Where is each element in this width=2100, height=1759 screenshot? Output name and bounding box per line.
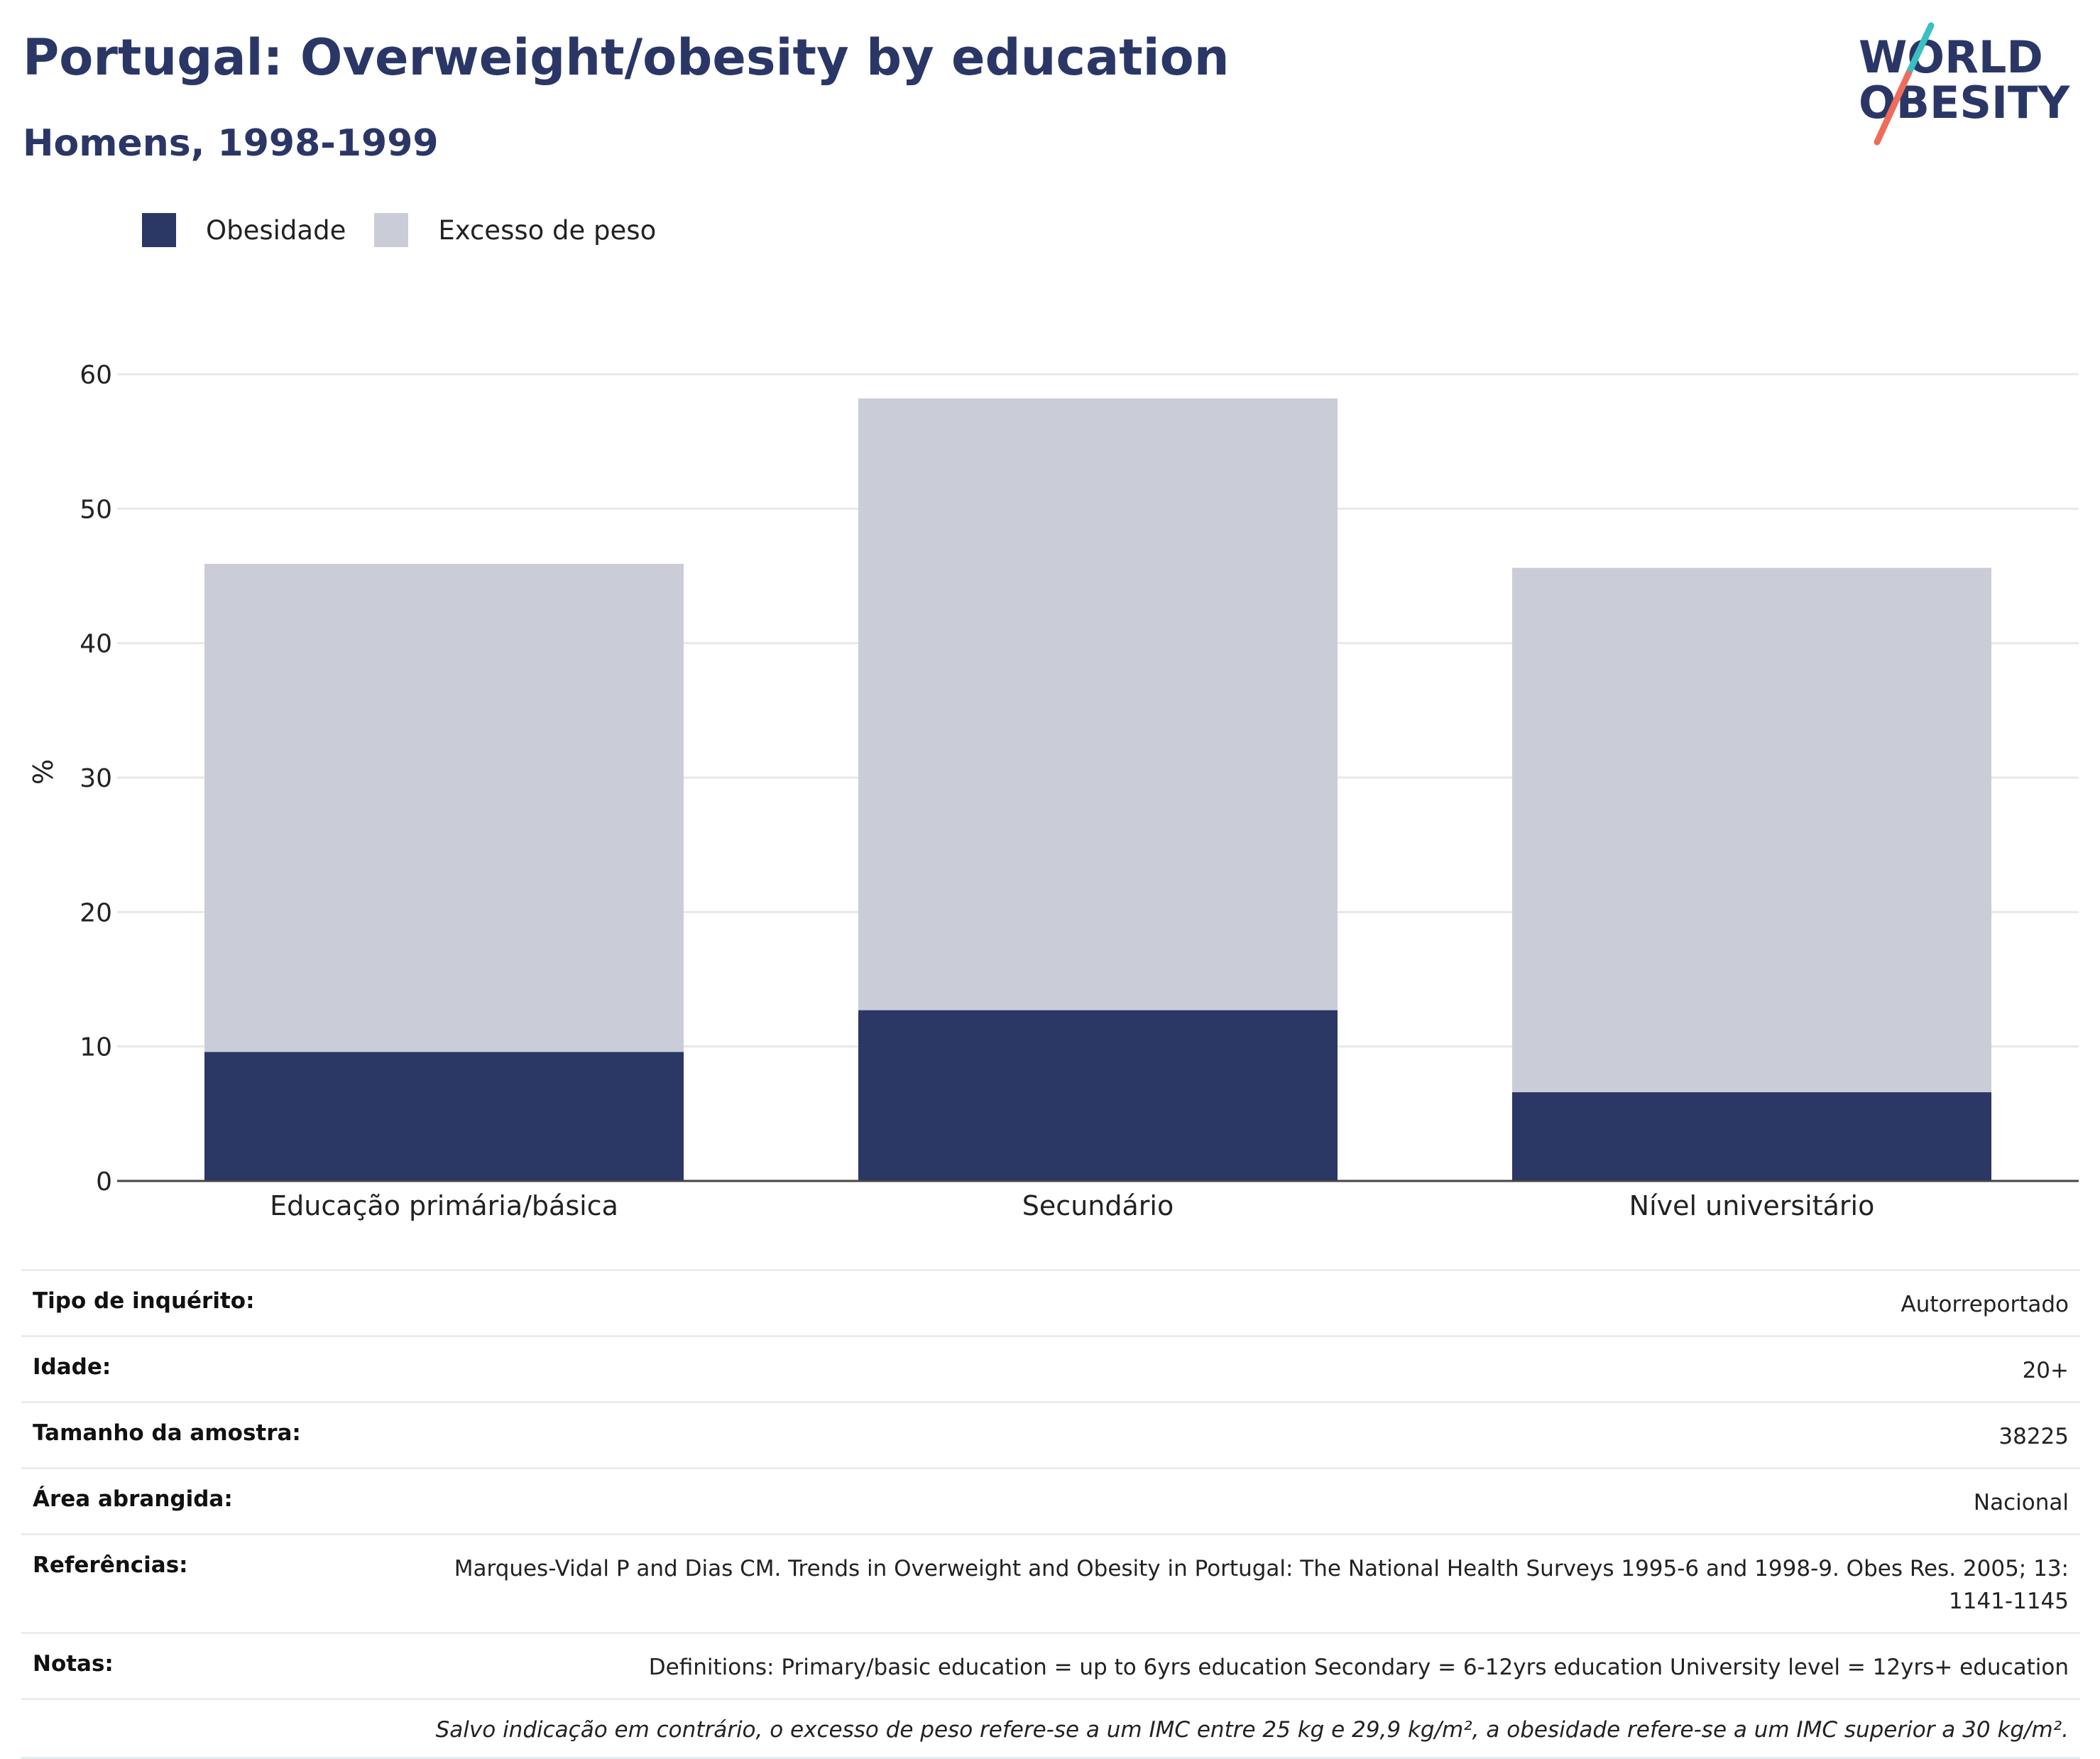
x-tick-label: Educação primária/básica: [270, 1190, 618, 1221]
y-tick-label: 10: [80, 1033, 112, 1062]
bar-excesso-de-peso[interactable]: [1512, 567, 1991, 1093]
logo-text-world: WORLD: [1859, 31, 2043, 83]
legend-label-obesidade: Obesidade: [206, 214, 346, 246]
info-value: Definitions: Primary/basic education = u…: [648, 1655, 2069, 1680]
info-table: Tipo de inquérito: Autorreportado Idade:…: [21, 1269, 2080, 1759]
world-obesity-logo: WORLD OBESITY: [1859, 22, 2070, 146]
info-row-area: Área abrangida: Nacional: [21, 1467, 2080, 1533]
info-value: Marques-Vidal P and Dias CM. Trends in O…: [454, 1556, 2069, 1614]
logo-slash-coral: [1874, 70, 1912, 146]
axes: 0 10 20 30 40 50 60 Educação primária/básica Sec…: [80, 361, 2079, 1221]
legend-label-excesso-de-peso: Excesso de peso: [438, 214, 657, 246]
legend-swatch-obesidade: [142, 213, 176, 247]
bar-excesso-de-peso[interactable]: [204, 563, 684, 1052]
info-key: Tipo de inquérito:: [33, 1288, 255, 1314]
footnote: Salvo indicação em contrário, o excesso …: [435, 1717, 2069, 1743]
bar-obesidade[interactable]: [858, 1010, 1338, 1181]
bars: [204, 398, 1991, 1181]
bar-excesso-de-peso[interactable]: [858, 398, 1338, 1011]
chart-legend: Obesidade Excesso de peso: [142, 210, 684, 250]
info-value: 38225: [1998, 1424, 2069, 1449]
y-tick-label: 50: [80, 495, 112, 524]
legend-swatch-excesso-de-peso: [374, 213, 409, 247]
info-key: Idade:: [33, 1354, 111, 1380]
legend-item-obesidade[interactable]: Obesidade: [142, 213, 346, 247]
y-tick-label: 40: [80, 630, 112, 659]
info-row-survey-type: Tipo de inquérito: Autorreportado: [21, 1269, 2080, 1335]
bar-chart: 0 10 20 30 40 50 60 Educação primária/básica Sec…: [28, 361, 2079, 1221]
y-tick-label: 30: [80, 764, 112, 793]
info-row-footnote: Salvo indicação em contrário, o excesso …: [21, 1698, 2080, 1759]
y-tick-label: 0: [96, 1167, 112, 1197]
info-value: 20+: [2022, 1358, 2069, 1383]
logo-text-obesity: OBESITY: [1859, 77, 2070, 129]
chart-title: Portugal: Overweight/obesity by educatio…: [23, 28, 1230, 87]
info-key: Notas:: [33, 1651, 114, 1677]
x-tick-label: Nível universitário: [1629, 1190, 1875, 1221]
info-value: Nacional: [1973, 1490, 2069, 1515]
info-key: Referências:: [33, 1552, 188, 1578]
info-row-references: Referências: Marques-Vidal P and Dias CM…: [21, 1533, 2080, 1632]
y-tick-label: 20: [80, 898, 112, 927]
info-key: Área abrangida:: [33, 1486, 233, 1512]
y-axis-label: %: [28, 759, 59, 785]
info-row-age: Idade: 20+: [21, 1335, 2080, 1401]
info-row-notes: Notas: Definitions: Primary/basic educat…: [21, 1632, 2080, 1698]
x-tick-label: Secundário: [1022, 1190, 1174, 1221]
bar-obesidade[interactable]: [204, 1052, 684, 1181]
info-value: Autorreportado: [1901, 1292, 2069, 1317]
legend-item-excesso-de-peso[interactable]: Excesso de peso: [374, 213, 656, 247]
bar-obesidade[interactable]: [1512, 1092, 1991, 1181]
logo-slash-teal: [1905, 22, 1935, 77]
info-key: Tamanho da amostra:: [33, 1420, 301, 1446]
y-tick-label: 60: [80, 361, 112, 390]
chart-subtitle: Homens, 1998-1999: [23, 122, 439, 165]
info-row-sample-size: Tamanho da amostra: 38225: [21, 1401, 2080, 1467]
